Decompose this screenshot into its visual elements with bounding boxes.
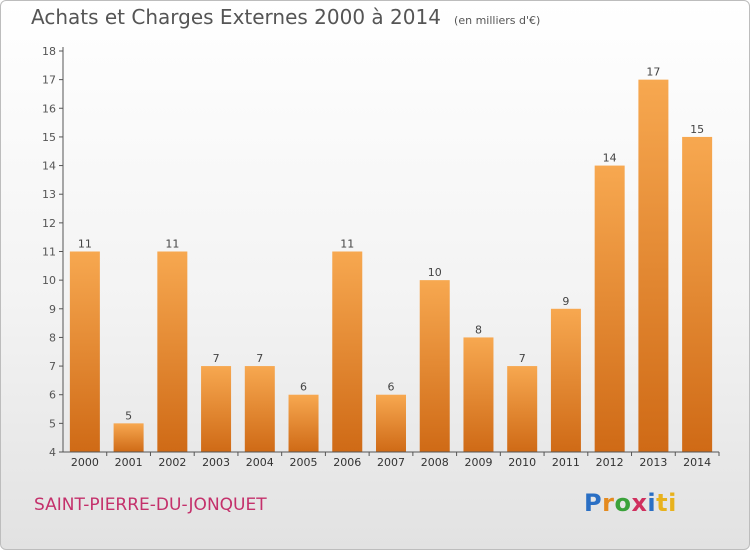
bar-value-label: 5	[125, 409, 132, 422]
y-tick-label: 8	[49, 331, 56, 344]
y-tick-label: 15	[42, 131, 56, 144]
y-tick-label: 9	[49, 303, 56, 316]
bar	[332, 251, 363, 452]
y-tick-label: 14	[42, 160, 56, 173]
x-tick-label: 2013	[639, 456, 667, 469]
bar	[288, 394, 319, 452]
bar	[594, 165, 625, 453]
bar	[376, 394, 406, 452]
bar	[638, 79, 669, 453]
chart-title: Achats et Charges Externes 2000 à 2014 (…	[31, 5, 540, 29]
x-tick-label: 2001	[115, 456, 143, 469]
x-tick-label: 2012	[596, 456, 624, 469]
x-tick-label: 2010	[508, 456, 536, 469]
y-tick-label: 4	[49, 446, 56, 459]
y-tick-label: 16	[42, 102, 56, 115]
bar	[157, 251, 188, 452]
x-tick-label: 2004	[246, 456, 274, 469]
bar-value-label: 6	[300, 381, 307, 394]
bar-value-label: 15	[690, 123, 704, 136]
x-tick-label: 2003	[202, 456, 230, 469]
bar	[244, 366, 275, 452]
y-tick-label: 7	[49, 360, 56, 373]
logo-letter: r	[602, 489, 615, 517]
bar-value-label: 11	[165, 238, 179, 251]
logo-letter: i	[647, 489, 657, 517]
logo-letter: o	[614, 489, 632, 517]
bar	[507, 366, 538, 452]
bar	[113, 423, 144, 452]
x-tick-label: 2002	[158, 456, 186, 469]
bar-value-label: 17	[646, 66, 660, 79]
proxiti-logo: Proxiti	[584, 489, 677, 517]
bar-value-label: 11	[340, 238, 354, 251]
x-tick-label: 2009	[464, 456, 492, 469]
bar	[463, 337, 494, 452]
bar-value-label: 7	[256, 352, 263, 365]
logo-letter: ti	[656, 489, 677, 517]
x-tick-label: 2008	[421, 456, 449, 469]
x-tick-label: 2011	[552, 456, 580, 469]
bar-value-label: 8	[475, 323, 482, 336]
bar	[682, 136, 713, 452]
y-tick-label: 17	[42, 74, 56, 87]
bar	[419, 280, 450, 452]
x-tick-label: 2000	[71, 456, 99, 469]
x-tick-label: 2014	[683, 456, 711, 469]
x-tick-label: 2005	[290, 456, 318, 469]
bar-value-label: 7	[519, 352, 526, 365]
bar-value-label: 7	[213, 352, 220, 365]
bar-value-label: 9	[562, 295, 569, 308]
x-tick-label: 2006	[333, 456, 361, 469]
y-tick-label: 13	[42, 188, 56, 201]
bar	[201, 366, 232, 452]
y-tick-label: 12	[42, 217, 56, 230]
logo-letter: P	[584, 489, 603, 517]
y-tick-label: 11	[42, 246, 56, 259]
bar-value-label: 11	[78, 238, 92, 251]
chart-title-text: Achats et Charges Externes 2000 à 2014	[31, 5, 441, 29]
bar-value-label: 6	[388, 381, 395, 394]
y-axis: 4 5 6 7 8 9 10 11 12 13 14 15 16 17 18	[42, 45, 64, 459]
bars: 11 5 11 7 7 6 11 6 10 8 7 9 14 17 15	[69, 66, 713, 453]
bar-value-label: 14	[603, 152, 617, 165]
commune-name: SAINT-PIERRE-DU-JONQUET	[34, 495, 267, 515]
bar	[550, 308, 581, 452]
logo-letter: x	[631, 489, 648, 517]
x-tick-label: 2007	[377, 456, 405, 469]
y-tick-label: 18	[42, 45, 56, 58]
y-tick-label: 6	[49, 389, 56, 402]
bar	[69, 251, 100, 452]
bar-value-label: 10	[428, 266, 442, 279]
y-tick-label: 5	[49, 417, 56, 430]
y-tick-label: 10	[42, 274, 56, 287]
chart-unit: (en milliers d'€)	[454, 14, 541, 27]
x-axis: 2000 2001 2002 2003 2004 2005 2006 2007 2008 2009…	[63, 451, 720, 469]
